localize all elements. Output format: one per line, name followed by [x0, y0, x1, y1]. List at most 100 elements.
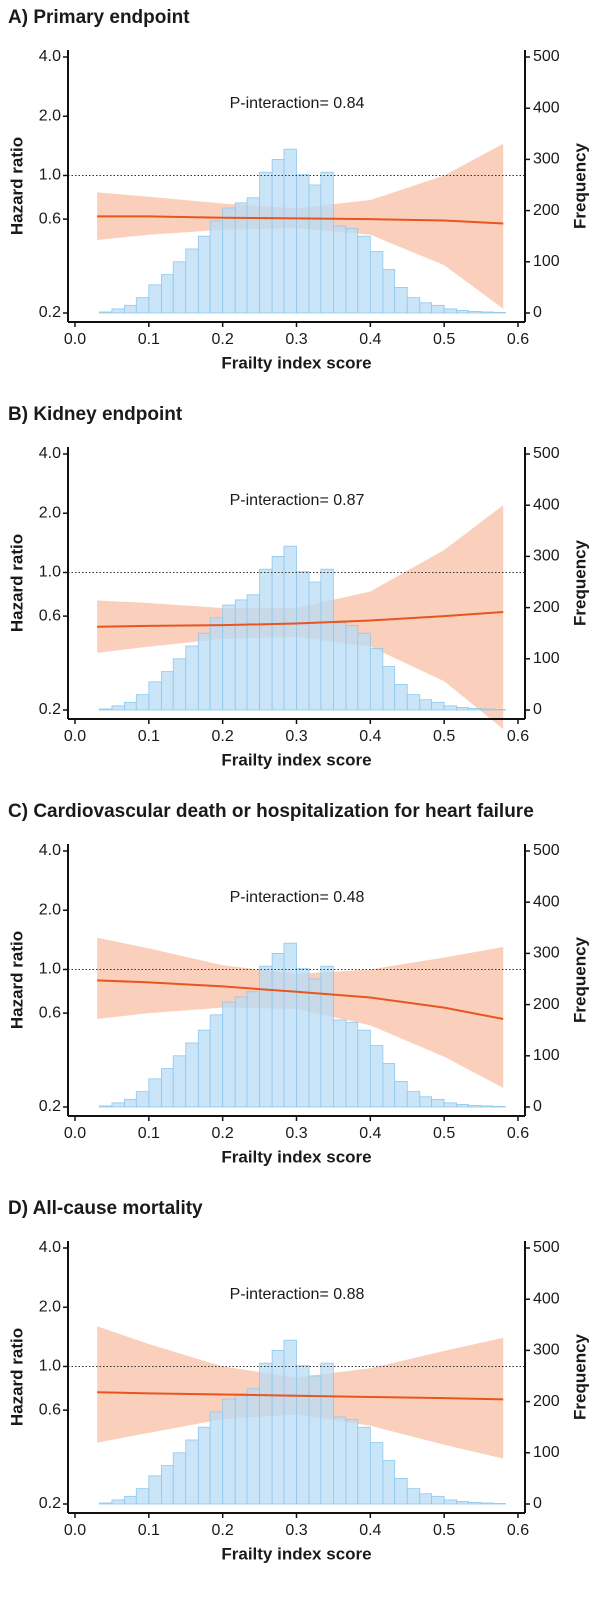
histogram-bar — [394, 286, 408, 314]
histogram-bar — [98, 708, 113, 711]
histogram-bar — [259, 965, 273, 1108]
y2-tick-label: 200 — [533, 202, 560, 219]
x-tick-label: 0.3 — [285, 331, 307, 348]
histogram-bar — [209, 1411, 224, 1505]
x-tick-label: 0.3 — [285, 728, 307, 745]
histogram-bar — [185, 248, 199, 314]
histogram-bar — [160, 274, 174, 314]
histogram-bar — [406, 297, 421, 314]
y-tick-label: 0.6 — [39, 210, 61, 227]
histogram-bar — [369, 251, 384, 314]
histogram-bar — [333, 1416, 347, 1505]
histogram-bar — [234, 599, 248, 711]
histogram-bar — [234, 1393, 248, 1505]
x-tick-label: 0.0 — [64, 1125, 86, 1142]
x-tick-label: 0.3 — [285, 1522, 307, 1539]
histogram-bar — [406, 694, 421, 711]
y2-tick-label: 0 — [533, 304, 542, 321]
y2-tick-label: 400 — [533, 893, 560, 910]
y2-tick-label: 200 — [533, 996, 560, 1013]
histogram-bar — [468, 311, 482, 314]
x-tick-label: 0.5 — [433, 1522, 455, 1539]
histogram-bar — [382, 269, 396, 314]
y-tick-label: 1.0 — [39, 1358, 61, 1375]
y2-axis-label: Frequency — [570, 936, 589, 1023]
histogram-bar — [480, 311, 495, 314]
histogram-bar — [271, 158, 285, 314]
histogram-bar — [98, 311, 113, 314]
histogram-bar — [197, 632, 211, 711]
histogram-bar — [185, 645, 199, 711]
y2-tick-label: 500 — [533, 842, 560, 859]
histogram-bar — [185, 1439, 199, 1505]
histogram-bar — [111, 308, 125, 314]
histogram-bar — [333, 225, 347, 314]
histogram-bar — [271, 556, 285, 711]
histogram-bar — [456, 310, 469, 314]
histogram-bar — [160, 1068, 174, 1108]
histogram-bar — [394, 1478, 408, 1505]
histogram-bar — [431, 304, 445, 314]
histogram-bar — [296, 571, 310, 711]
annotation: P-interaction= 0.87 — [230, 492, 365, 509]
y-tick-label: 2.0 — [39, 901, 61, 918]
histogram-bar — [111, 1499, 125, 1505]
histogram-bar — [357, 632, 371, 711]
x-tick-label: 0.1 — [138, 331, 160, 348]
x-tick-label: 0.1 — [138, 728, 160, 745]
histogram-bar — [172, 658, 187, 711]
y-tick-label: 4.0 — [39, 1239, 61, 1256]
y2-tick-label: 500 — [533, 445, 560, 462]
histogram-bar — [283, 942, 297, 1108]
histogram-bar — [345, 625, 359, 711]
y-tick-label: 0.2 — [39, 1098, 61, 1115]
x-tick-label: 0.6 — [507, 728, 529, 745]
histogram-bar — [246, 197, 260, 314]
histogram-bar — [320, 568, 334, 711]
histogram-bar — [382, 1063, 396, 1108]
histogram-bar — [234, 996, 248, 1108]
histogram-bar — [345, 228, 359, 314]
x-axis-label: Frailty index score — [221, 1544, 371, 1563]
x-tick-label: 0.5 — [433, 1125, 455, 1142]
histogram-bar — [222, 1398, 236, 1505]
histogram-bar — [148, 1475, 162, 1505]
histogram-bar — [406, 1488, 421, 1505]
y-axis-label: Hazard ratio — [7, 931, 26, 1029]
histogram-bar — [443, 308, 458, 314]
histogram-bar — [135, 1488, 150, 1505]
annotation: P-interaction= 0.88 — [230, 1286, 365, 1303]
y2-tick-label: 400 — [533, 1290, 560, 1307]
histogram-bar — [185, 1042, 199, 1108]
histogram-bar — [333, 1019, 347, 1108]
histogram-bar — [394, 684, 408, 711]
histogram-bar — [369, 1045, 384, 1108]
histogram-bar — [493, 1503, 506, 1505]
histogram-bar — [148, 1078, 162, 1108]
histogram-bar — [259, 1362, 273, 1505]
histogram-bar — [160, 671, 174, 711]
histogram-bar — [124, 1495, 137, 1505]
histogram-bar — [222, 1001, 236, 1108]
x-tick-label: 0.2 — [212, 728, 234, 745]
y2-tick-label: 500 — [533, 1239, 560, 1256]
histogram-bar — [468, 708, 482, 711]
histogram-bar — [148, 284, 162, 314]
y-axis-label: Hazard ratio — [7, 137, 26, 235]
y-tick-label: 0.6 — [39, 1401, 61, 1418]
x-tick-label: 0.6 — [507, 1125, 529, 1142]
histogram-bar — [259, 568, 273, 711]
annotation: P-interaction= 0.48 — [230, 889, 365, 906]
histogram-bar — [308, 978, 322, 1108]
histogram-bar — [197, 235, 211, 314]
histogram-bar — [98, 1502, 113, 1505]
y2-tick-label: 200 — [533, 1393, 560, 1410]
x-tick-label: 0.2 — [212, 331, 234, 348]
histogram-bar — [296, 1365, 310, 1505]
x-tick-label: 0.0 — [64, 1522, 86, 1539]
x-axis-label: Frailty index score — [221, 353, 371, 372]
y2-tick-label: 500 — [533, 48, 560, 65]
y2-tick-label: 100 — [533, 253, 560, 270]
histogram-bar — [197, 1029, 211, 1108]
histogram-bar — [468, 1502, 482, 1505]
